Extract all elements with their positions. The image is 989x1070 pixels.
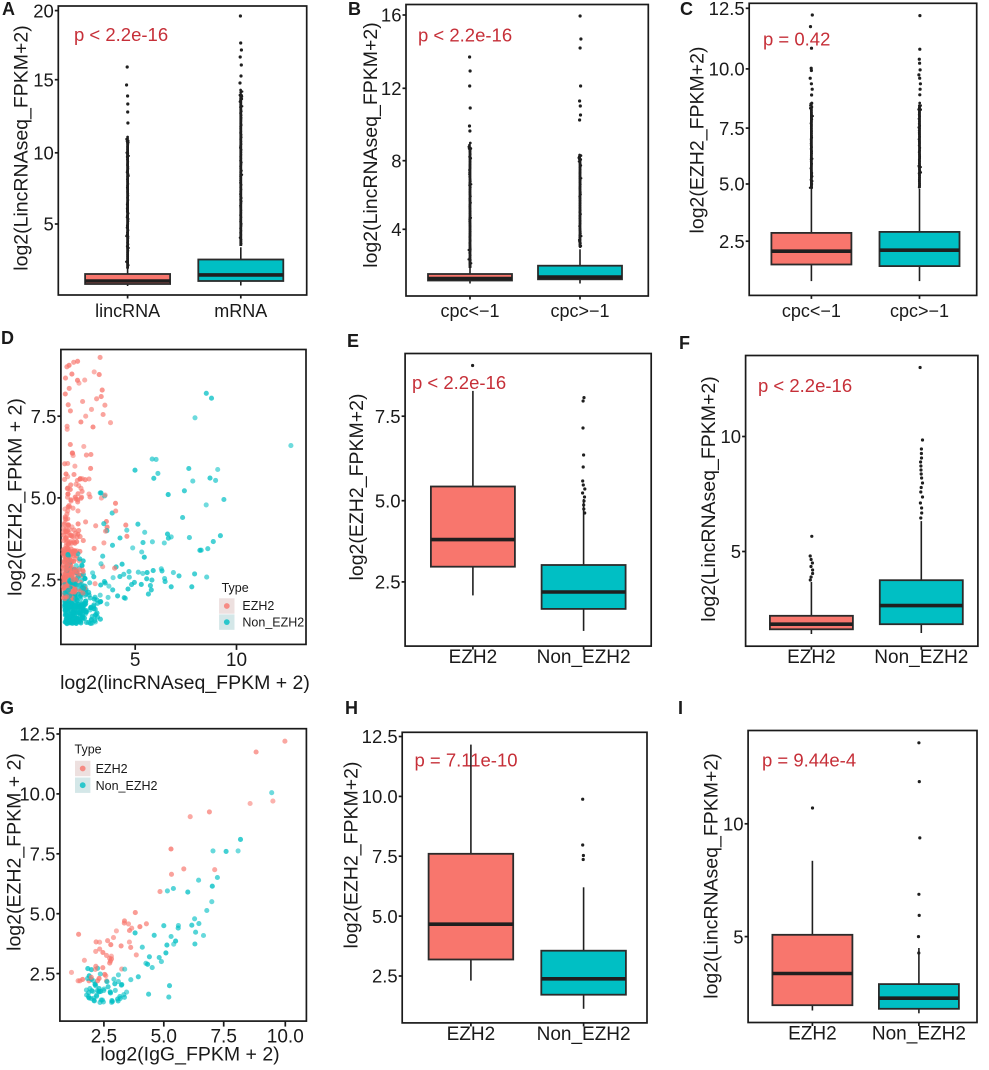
svg-text:4: 4 — [391, 219, 401, 240]
svg-text:10.0: 10.0 — [267, 1027, 304, 1048]
svg-text:Non_EZH2: Non_EZH2 — [874, 647, 968, 668]
svg-text:5: 5 — [44, 214, 54, 235]
svg-text:2.5: 2.5 — [31, 569, 57, 590]
svg-text:cpc<−1: cpc<−1 — [440, 301, 499, 321]
svg-text:D: D — [1, 328, 14, 348]
svg-text:Type: Type — [75, 743, 102, 757]
svg-text:Non_EZH2: Non_EZH2 — [96, 779, 158, 793]
svg-text:p < 2.2e-16: p < 2.2e-16 — [758, 375, 852, 396]
svg-text:5.0: 5.0 — [30, 903, 56, 924]
svg-text:10.0: 10.0 — [19, 784, 55, 805]
svg-text:cpc>−1: cpc>−1 — [890, 301, 949, 321]
svg-text:B: B — [348, 0, 361, 19]
svg-text:Non_EZH2: Non_EZH2 — [872, 1024, 966, 1045]
svg-text:H: H — [345, 698, 358, 718]
svg-text:10: 10 — [723, 814, 744, 835]
svg-text:p < 2.2e-16: p < 2.2e-16 — [418, 25, 512, 46]
svg-text:E: E — [347, 331, 359, 351]
svg-text:cpc>−1: cpc>−1 — [550, 301, 609, 321]
svg-text:lincRNA: lincRNA — [95, 301, 160, 321]
svg-text:16: 16 — [381, 5, 402, 26]
svg-text:G: G — [0, 698, 14, 718]
svg-text:10.0: 10.0 — [709, 59, 745, 80]
svg-text:A: A — [2, 0, 15, 19]
svg-text:12: 12 — [381, 78, 402, 99]
svg-text:10.0: 10.0 — [362, 786, 398, 807]
svg-text:log2(EZH2_FPKM+2): log2(EZH2_FPKM+2) — [340, 762, 362, 949]
svg-text:EZH2: EZH2 — [242, 599, 274, 613]
svg-text:2.5: 2.5 — [372, 966, 398, 987]
svg-text:5.0: 5.0 — [151, 1027, 177, 1048]
svg-text:5.0: 5.0 — [31, 488, 57, 509]
svg-text:12.5: 12.5 — [19, 724, 55, 745]
svg-text:7.5: 7.5 — [372, 846, 398, 867]
svg-text:EZH2: EZH2 — [787, 647, 836, 668]
svg-text:10: 10 — [33, 143, 54, 164]
svg-text:log2(EZH2_FPKM+2): log2(EZH2_FPKM+2) — [346, 394, 368, 581]
svg-text:EZH2: EZH2 — [788, 1024, 837, 1045]
svg-text:log2(LincRNAseq_FPKM+2): log2(LincRNAseq_FPKM+2) — [700, 753, 722, 998]
svg-text:5: 5 — [733, 926, 743, 947]
svg-text:log2(EZH2_FPKM+2): log2(EZH2_FPKM+2) — [687, 47, 709, 234]
svg-text:p = 0.42: p = 0.42 — [763, 29, 830, 50]
svg-text:7.5: 7.5 — [719, 118, 745, 139]
svg-text:log2(EZH2_FPKM + 2): log2(EZH2_FPKM + 2) — [3, 753, 25, 951]
svg-text:p = 7.11e-10: p = 7.11e-10 — [415, 750, 518, 771]
svg-text:2.5: 2.5 — [30, 963, 56, 984]
svg-text:20: 20 — [33, 0, 54, 21]
svg-text:5.0: 5.0 — [719, 174, 745, 195]
svg-text:p = 9.44e-4: p = 9.44e-4 — [762, 750, 856, 771]
svg-text:2.5: 2.5 — [719, 231, 745, 252]
svg-text:F: F — [679, 333, 690, 353]
svg-text:12.5: 12.5 — [362, 726, 398, 747]
svg-text:log2(EZH2_FPKM + 2): log2(EZH2_FPKM + 2) — [4, 398, 26, 596]
svg-text:EZH2: EZH2 — [449, 647, 498, 668]
svg-text:log2(lincRNAseq_FPKM + 2): log2(lincRNAseq_FPKM + 2) — [60, 672, 310, 694]
svg-text:cpc<−1: cpc<−1 — [782, 301, 841, 321]
svg-text:Type: Type — [222, 581, 249, 595]
svg-text:Non_EZH2: Non_EZH2 — [537, 647, 631, 668]
svg-text:5: 5 — [731, 541, 741, 562]
svg-text:2.5: 2.5 — [375, 572, 401, 593]
svg-text:7.5: 7.5 — [31, 406, 57, 427]
svg-text:10: 10 — [226, 650, 247, 671]
svg-text:12.5: 12.5 — [709, 0, 745, 19]
svg-text:5: 5 — [130, 650, 141, 671]
svg-text:p < 2.2e-16: p < 2.2e-16 — [74, 24, 168, 45]
svg-text:log2(LincRNAseq_FPKM+2): log2(LincRNAseq_FPKM+2) — [360, 22, 382, 267]
svg-text:EZH2: EZH2 — [96, 762, 128, 776]
svg-text:log2(LincRNAseq_FPKM+2): log2(LincRNAseq_FPKM+2) — [11, 25, 33, 270]
svg-text:10: 10 — [721, 426, 742, 447]
svg-text:5.0: 5.0 — [375, 490, 401, 511]
svg-text:7.5: 7.5 — [210, 1027, 236, 1048]
svg-text:EZH2: EZH2 — [447, 1024, 496, 1045]
svg-text:Non_EZH2: Non_EZH2 — [537, 1024, 631, 1045]
svg-text:7.5: 7.5 — [375, 406, 401, 427]
svg-text:15: 15 — [33, 69, 54, 90]
svg-text:log2(IgG_FPKM + 2): log2(IgG_FPKM + 2) — [100, 1044, 279, 1066]
svg-text:mRNA: mRNA — [214, 301, 267, 321]
svg-text:p < 2.2e-16: p < 2.2e-16 — [412, 372, 506, 393]
svg-text:5.0: 5.0 — [372, 906, 398, 927]
svg-text:2.5: 2.5 — [91, 1027, 117, 1048]
svg-text:I: I — [678, 698, 683, 718]
svg-text:8: 8 — [391, 150, 401, 171]
svg-text:C: C — [680, 0, 693, 19]
svg-text:log2(LincRNAseq_FPKM+2): log2(LincRNAseq_FPKM+2) — [698, 376, 720, 621]
svg-text:7.5: 7.5 — [30, 844, 56, 865]
svg-text:Non_EZH2: Non_EZH2 — [242, 615, 304, 629]
